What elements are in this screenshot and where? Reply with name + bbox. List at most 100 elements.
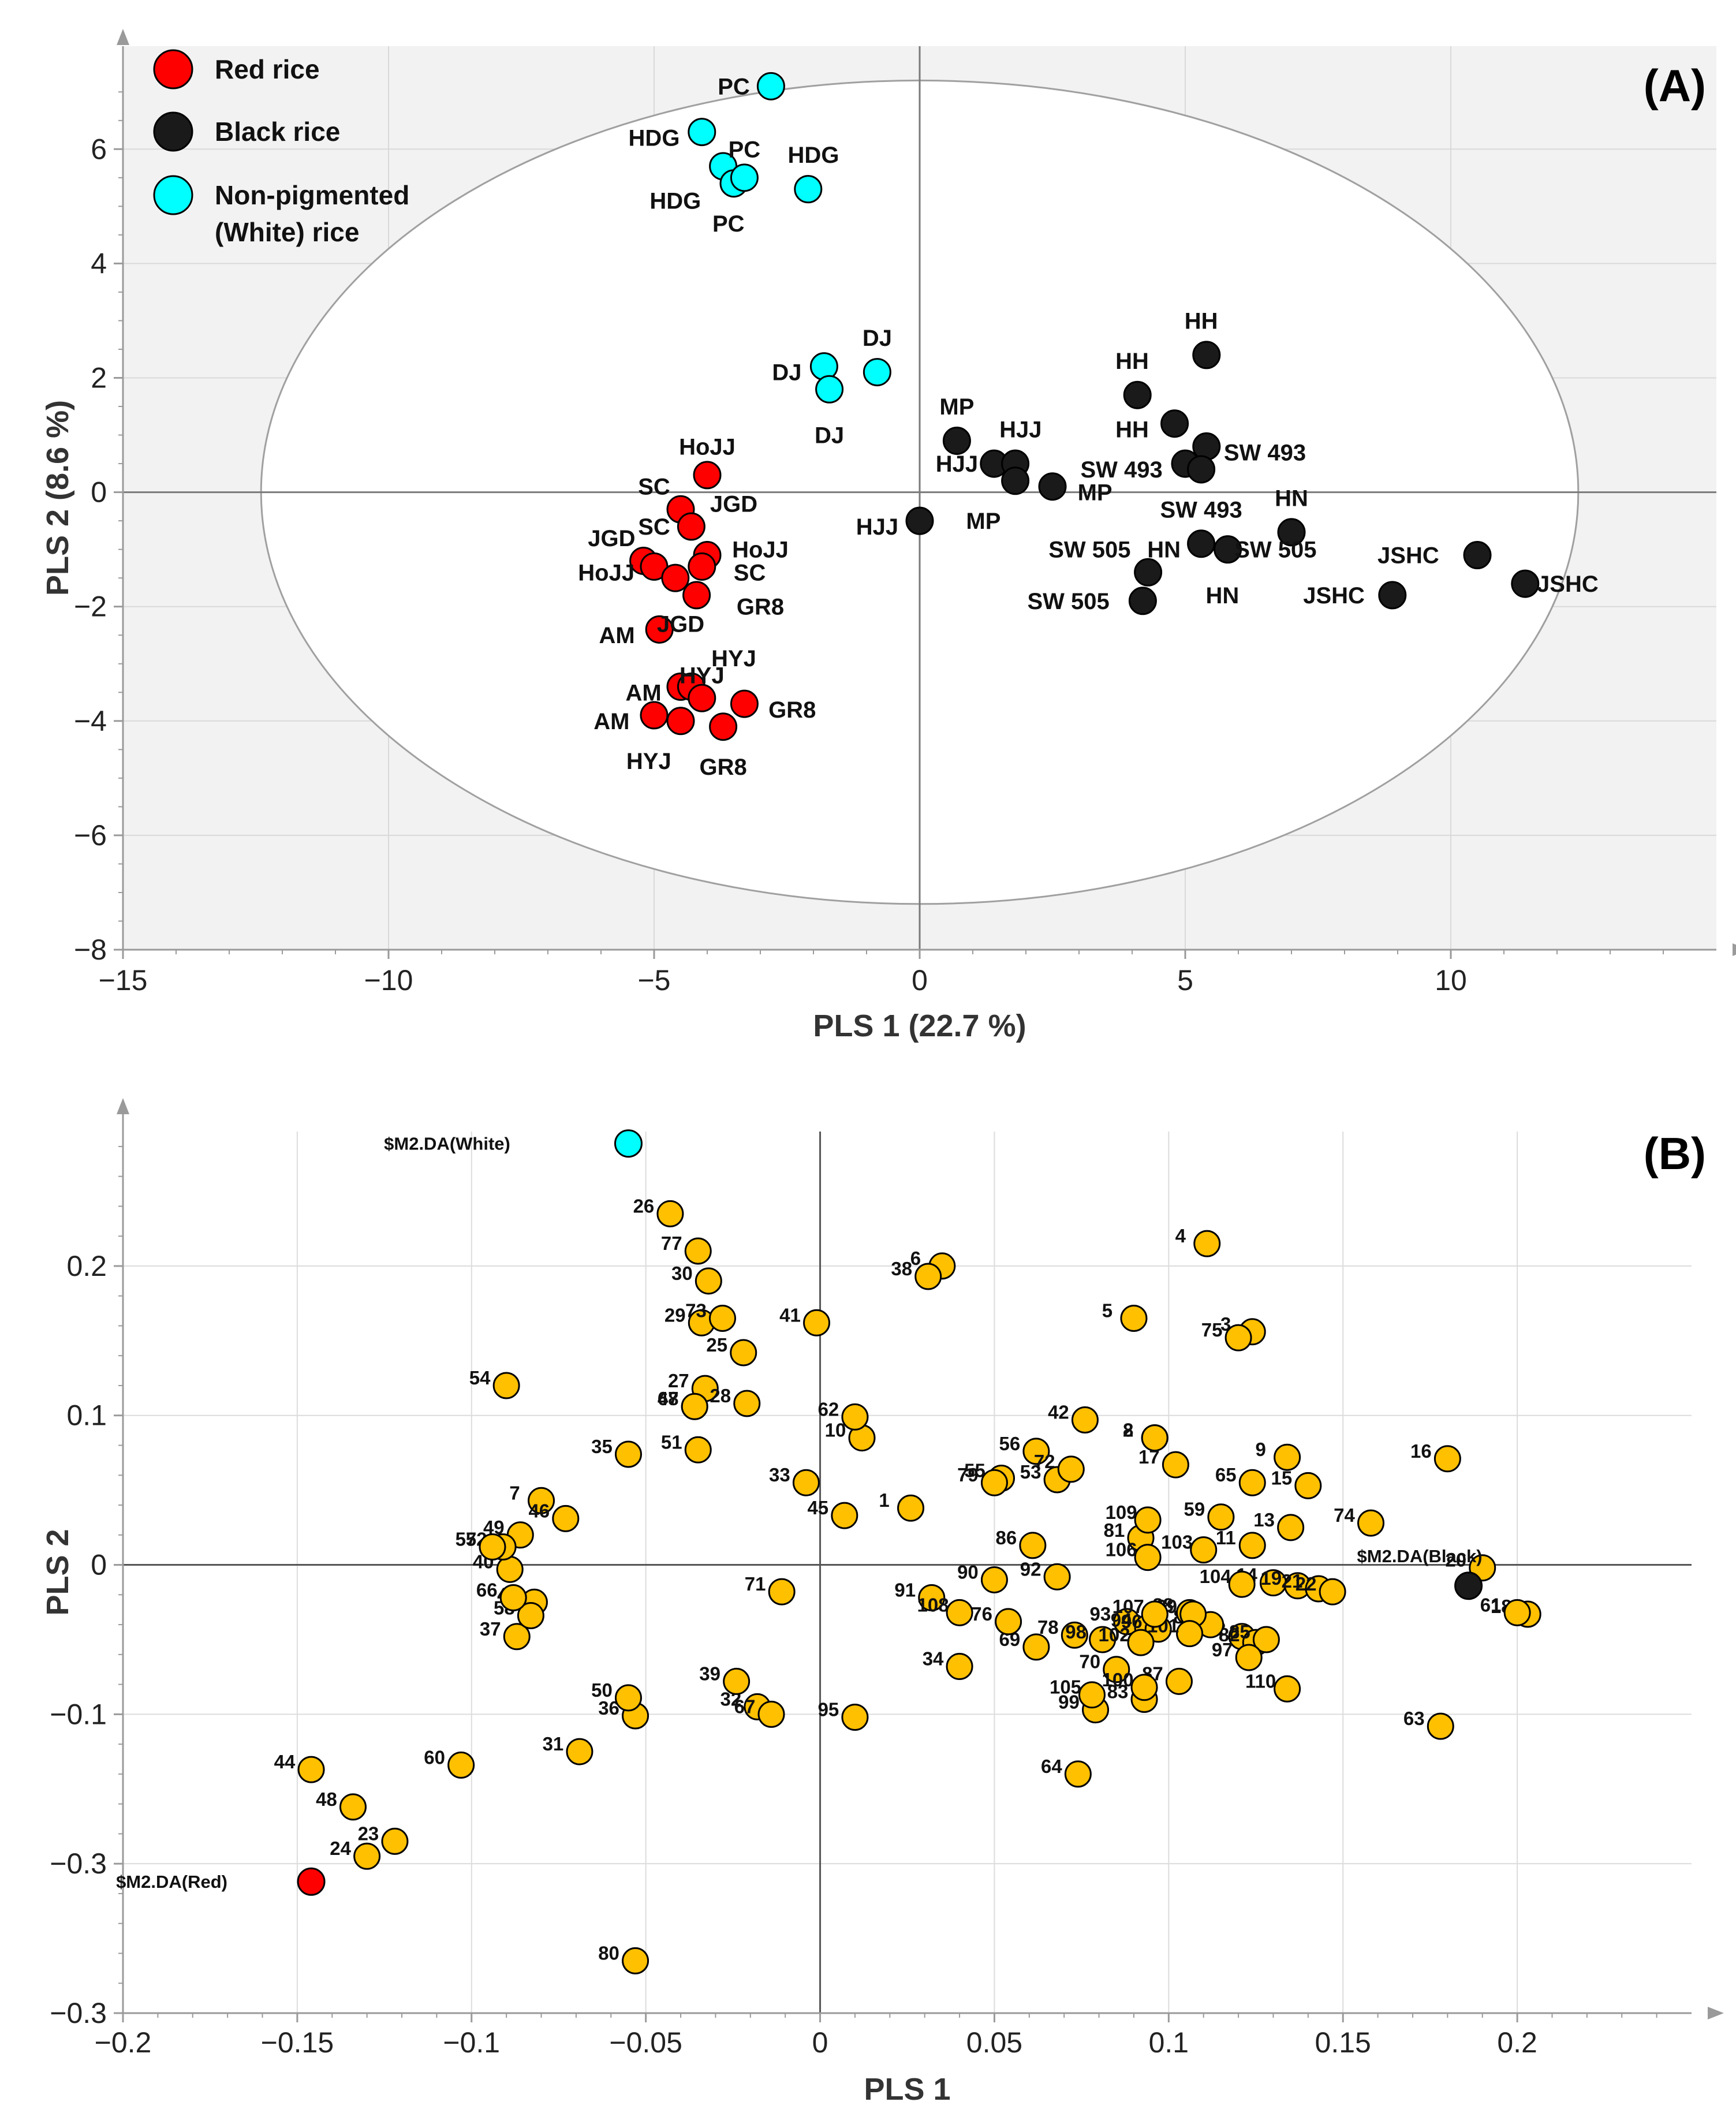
variable-point (1134, 1544, 1162, 1571)
data-point (682, 581, 711, 610)
data-point (1160, 409, 1189, 438)
variable-point (695, 1267, 722, 1295)
variable-label: 45 (807, 1497, 828, 1518)
data-point (905, 506, 934, 535)
variable-point (353, 1842, 381, 1870)
variable-label: 71 (745, 1573, 766, 1595)
variable-label: 17 (1138, 1446, 1160, 1468)
variable-point (980, 1469, 1008, 1496)
y-tick-label: 0.1 (66, 1399, 107, 1432)
point-label: MP (939, 394, 974, 420)
variable-label: 16 (1410, 1440, 1432, 1462)
variable-label: 100 (1102, 1669, 1134, 1690)
point-label: DJ (815, 423, 844, 449)
variable-label: 13 (1253, 1509, 1275, 1530)
variable-label: 62 (818, 1398, 839, 1420)
variable-point (1141, 1600, 1168, 1628)
point-label: HYJ (626, 749, 671, 774)
point-label: HoJJ (679, 434, 736, 460)
variable-label: 5 (1102, 1300, 1112, 1321)
y-tick-label: 4 (91, 247, 107, 279)
variable-label: 7 (509, 1482, 520, 1503)
class-points: $M2.DA(White) $M2.DA(Black) $M2.DA(Red) (116, 1129, 1483, 1896)
point-label: HJJ (999, 417, 1041, 443)
variable-label: 8 (1123, 1420, 1133, 1441)
variable-point (1274, 1443, 1301, 1471)
point-label: HH (1115, 417, 1149, 443)
x-tick-label: 0.05 (966, 2026, 1022, 2059)
variable-label: 38 (891, 1258, 912, 1279)
point-label: GR8 (768, 697, 816, 723)
panel-b: −0.2 −0.15 −0.1 −0.05 0 0.05 0.1 0.15 0.2−0.3−0.… (40, 1098, 1724, 2107)
variable-point (1235, 1644, 1263, 1671)
data-point (1378, 581, 1407, 610)
y-tick-label: −2 (74, 591, 107, 623)
data-point (756, 72, 785, 100)
data-point (1134, 558, 1163, 587)
point-label: DJ (863, 326, 892, 351)
variable-label: 56 (999, 1433, 1021, 1454)
data-point (1214, 535, 1242, 564)
data-point (661, 563, 690, 592)
point-label: GR8 (699, 755, 746, 780)
point-label: HH (1115, 349, 1149, 374)
y-tick-label: 6 (91, 133, 107, 165)
variable-point (803, 1309, 831, 1336)
variable-label: 1 (879, 1489, 889, 1511)
variable-label: 30 (671, 1263, 693, 1284)
variable-point (897, 1494, 925, 1522)
point-label: MP (1078, 480, 1112, 506)
variable-point (1061, 1621, 1088, 1649)
variable-point (1089, 1626, 1117, 1653)
variable-label: 67 (734, 1696, 756, 1717)
variable-point (496, 1555, 524, 1583)
variable-point (1130, 1674, 1158, 1701)
variable-point (492, 1372, 520, 1399)
variable-point (841, 1403, 869, 1431)
series-non-pigmented-white-rice (688, 72, 891, 404)
y-axis-title: PLS 2 (40, 1529, 75, 1615)
variable-label: 39 (699, 1663, 720, 1684)
variable-label: 95 (818, 1699, 839, 1720)
data-point (1187, 455, 1216, 484)
point-label: HDG (649, 188, 701, 214)
series-red-rice (629, 461, 759, 741)
variable-label: 24 (330, 1838, 351, 1859)
variable-label: 65 (1215, 1464, 1237, 1485)
variable-label: 57 (456, 1529, 477, 1550)
point-label: HoJJ (578, 560, 634, 585)
variable-label: 46 (528, 1500, 550, 1521)
variable-point (1224, 1324, 1252, 1352)
point-label: HDG (788, 143, 839, 168)
point-label: SC (638, 475, 670, 500)
variable-point (1190, 1536, 1218, 1564)
variable-label: 110 (1245, 1670, 1276, 1692)
variable-point (723, 1667, 751, 1695)
variable-point (499, 1584, 527, 1611)
variable-point (297, 1756, 325, 1783)
variable-point (479, 1533, 506, 1561)
legend-marker (153, 175, 193, 215)
variable-label: 35 (591, 1436, 613, 1457)
point-label: HJJ (936, 451, 978, 477)
variable-label: 93 (1090, 1603, 1111, 1625)
variable-point (980, 1566, 1008, 1593)
variable-point (339, 1793, 367, 1821)
point-label: HN (1206, 583, 1240, 608)
variable-point (1503, 1599, 1531, 1626)
x-tick-label: −0.05 (609, 2026, 682, 2059)
variable-point (1043, 1563, 1071, 1591)
data-point (809, 352, 838, 381)
legend: Red rice Black rice Non-pigmented (White) r… (153, 49, 409, 247)
y-tick-label: 2 (91, 361, 107, 394)
variable-label: 105 (1050, 1677, 1081, 1698)
x-tick-label: 0.15 (1315, 2026, 1371, 2059)
point-label: HYJ (711, 646, 756, 671)
variable-point (566, 1738, 593, 1765)
axis-arrow (1708, 2007, 1724, 2019)
variable-point (1433, 1445, 1461, 1473)
data-point (794, 175, 823, 204)
variable-point (1120, 1305, 1148, 1332)
variable-point (831, 1502, 858, 1529)
variable-point (1022, 1633, 1050, 1661)
